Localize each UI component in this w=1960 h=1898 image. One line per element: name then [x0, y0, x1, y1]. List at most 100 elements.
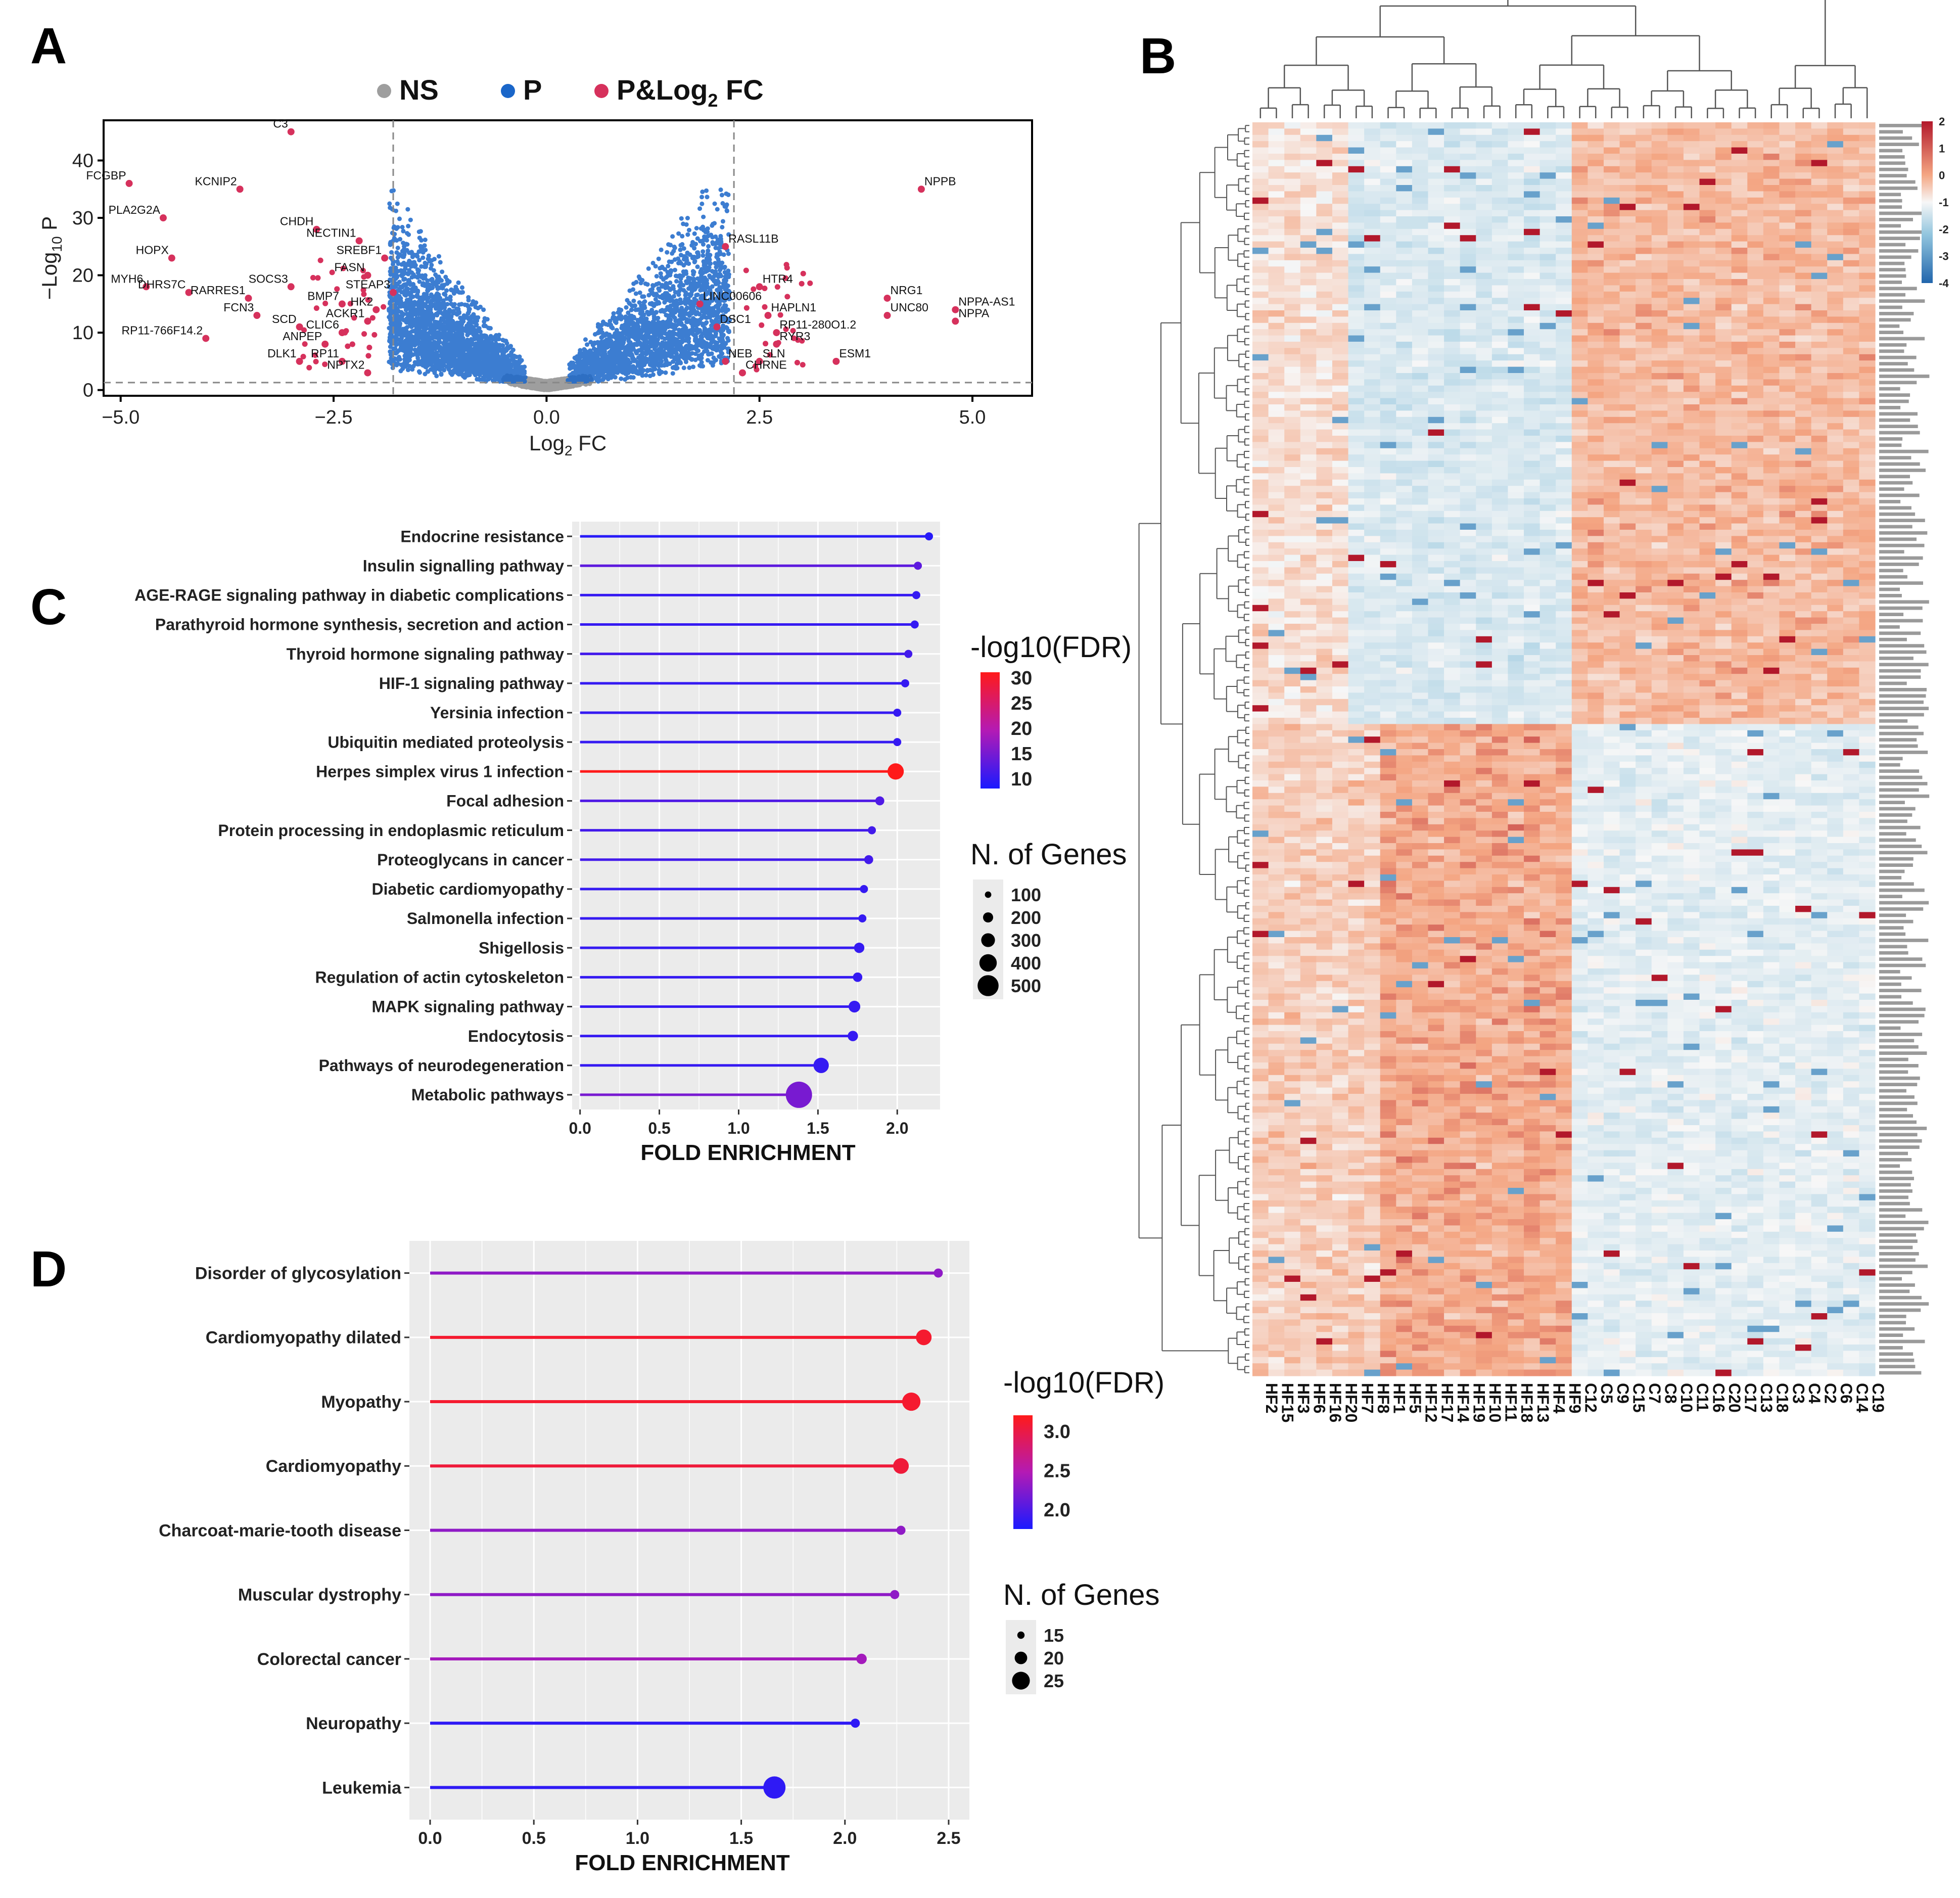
heatmap-cell [1763, 692, 1780, 700]
heatmap-cell [1428, 724, 1444, 731]
heatmap-cell [1332, 849, 1349, 856]
heatmap-cell [1571, 580, 1588, 587]
heatmap-cell [1252, 780, 1269, 787]
heatmap-cell [1763, 191, 1780, 198]
heatmap-cell [1747, 222, 1764, 229]
heatmap-cell [1747, 617, 1764, 624]
heatmap-cell [1603, 172, 1620, 179]
heatmap-cell [1747, 298, 1764, 305]
heatmap-cell [1571, 398, 1588, 405]
heatmap-cell [1556, 611, 1572, 618]
heatmap-cell [1651, 718, 1668, 724]
heatmap-cell [1859, 335, 1876, 342]
heatmap-cell [1332, 611, 1349, 618]
heatmap-cell [1524, 316, 1541, 323]
heatmap-cell [1412, 322, 1429, 330]
heatmap-cell [1747, 611, 1764, 618]
heatmap-cell [1715, 448, 1732, 455]
heatmap-cell [1715, 366, 1732, 374]
heatmap-cell [1252, 887, 1269, 894]
heatmap-cell [1779, 423, 1796, 430]
heatmap-cell [1524, 429, 1541, 436]
heatmap-cell [1795, 837, 1812, 844]
heatmap-cell [1715, 718, 1732, 724]
point-label-bmp7: BMP7 [307, 289, 339, 302]
heatmap-cell [1683, 624, 1700, 630]
heatmap-cell [1779, 523, 1796, 530]
heatmap-cell [1699, 611, 1716, 618]
point-bmp7 [338, 300, 346, 308]
heatmap-cell [1524, 235, 1541, 242]
heatmap-cell [1795, 799, 1812, 806]
heatmap-cell [1747, 536, 1764, 543]
heatmap-cell [1795, 310, 1812, 317]
heatmap-cell [1364, 260, 1381, 267]
heatmap-cell [1683, 661, 1700, 668]
heatmap-cell [1508, 322, 1524, 330]
heatmap-cell [1524, 448, 1541, 455]
heatmap-cell [1699, 467, 1716, 474]
heatmap-cell [1268, 649, 1285, 656]
heatmap-cell [1316, 492, 1333, 499]
heatmap-cell [1444, 843, 1461, 850]
heatmap-cell [1332, 605, 1349, 612]
heatmap-cell [1619, 711, 1636, 718]
heatmap-cell [1667, 448, 1684, 455]
heatmap-cell [1300, 812, 1317, 818]
heatmap-cell [1428, 630, 1444, 637]
heatmap-cell [1428, 460, 1444, 468]
heatmap-cell [1603, 254, 1620, 261]
heatmap-cell [1539, 617, 1556, 624]
heatmap-cell [1715, 661, 1732, 668]
heatmap-cell [1316, 272, 1333, 280]
heatmap-cell [1396, 699, 1413, 706]
heatmap-cell [1667, 385, 1684, 392]
heatmap-cell [1491, 329, 1509, 336]
heatmap-cell [1380, 285, 1396, 292]
heatmap-cell [1811, 235, 1828, 242]
heatmap-cell [1476, 899, 1492, 906]
heatmap-cell [1811, 573, 1828, 580]
heatmap-cell [1348, 699, 1365, 706]
heatmap-cell [1556, 617, 1572, 624]
heatmap-cell [1636, 718, 1652, 724]
heatmap-cell [1603, 655, 1620, 662]
heatmap-cell [1268, 724, 1285, 731]
heatmap-cell [1619, 624, 1636, 630]
heatmap-cell [1268, 667, 1285, 674]
heatmap-cell [1364, 222, 1381, 229]
heatmap-cell [1715, 881, 1732, 888]
heatmap-cell [1827, 266, 1844, 273]
heatmap-cell [1508, 504, 1524, 512]
heatmap-cell [1284, 241, 1301, 248]
heatmap-cell [1268, 680, 1285, 687]
heatmap-cell [1508, 348, 1524, 355]
heatmap-cell [1348, 586, 1365, 593]
heatmap-cell [1332, 517, 1349, 524]
heatmap-cell [1412, 649, 1429, 656]
heatmap-cell [1348, 893, 1365, 900]
heatmap-cell [1460, 536, 1476, 543]
heatmap-cell [1380, 548, 1396, 555]
heatmap-cell [1444, 228, 1461, 236]
heatmap-cell [1763, 786, 1780, 794]
heatmap-cell [1332, 241, 1349, 248]
heatmap-cell [1524, 636, 1541, 643]
heatmap-cell [1636, 586, 1652, 593]
heatmap-cell [1556, 122, 1572, 129]
heatmap-cell [1316, 285, 1333, 292]
heatmap-cell [1491, 799, 1509, 806]
heatmap-cell [1827, 122, 1844, 129]
heatmap-cell [1348, 498, 1365, 505]
heatmap-cell [1364, 887, 1381, 894]
heatmap-cell [1332, 134, 1349, 142]
x-axis-label-base: Log [529, 431, 565, 455]
heatmap-cells [1252, 122, 1876, 1376]
heatmap-cell [1588, 874, 1604, 881]
heatmap-cell [1715, 460, 1732, 468]
heatmap-cell [1571, 598, 1588, 606]
heatmap-cell [1539, 799, 1556, 806]
heatmap-cell [1412, 172, 1429, 179]
heatmap-cell [1444, 316, 1461, 323]
heatmap-cell [1843, 291, 1860, 298]
